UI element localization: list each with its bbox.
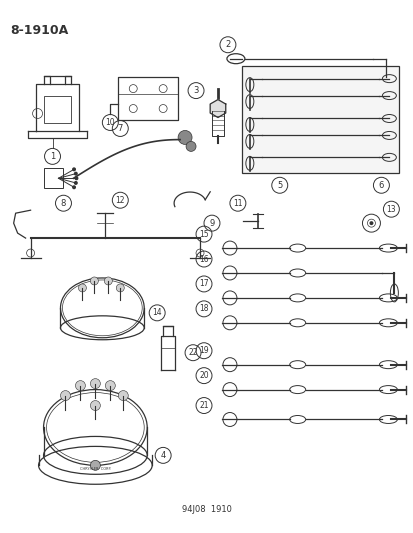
Text: 14: 14 [152, 309, 161, 317]
Circle shape [74, 181, 78, 185]
Circle shape [116, 284, 124, 292]
Text: 19: 19 [199, 346, 208, 355]
Circle shape [90, 461, 100, 470]
Text: 5: 5 [276, 181, 282, 190]
Bar [241, 66, 399, 173]
Polygon shape [210, 100, 225, 117]
Circle shape [90, 378, 100, 389]
Text: 2: 2 [225, 41, 230, 49]
Text: 13: 13 [386, 205, 395, 214]
Text: 17: 17 [199, 279, 208, 288]
Text: 22: 22 [188, 348, 197, 357]
Text: 9: 9 [209, 219, 214, 228]
Text: 3: 3 [193, 86, 198, 95]
Text: 7: 7 [117, 124, 123, 133]
Text: 8-1910A: 8-1910A [11, 24, 69, 37]
Circle shape [74, 172, 78, 176]
Text: 6: 6 [378, 181, 383, 190]
Text: 94J08  1910: 94J08 1910 [182, 505, 231, 514]
Text: 10: 10 [105, 118, 115, 127]
Circle shape [105, 381, 115, 391]
Text: 21: 21 [199, 401, 208, 410]
Circle shape [72, 185, 76, 189]
Circle shape [72, 167, 76, 171]
Text: CHRYSLER  CORP.: CHRYSLER CORP. [80, 467, 111, 471]
Text: 8: 8 [61, 199, 66, 208]
Bar [43, 95, 71, 124]
Circle shape [90, 400, 100, 410]
Circle shape [60, 391, 70, 400]
Text: 18: 18 [199, 304, 208, 313]
Bar [43, 168, 63, 188]
Text: 11: 11 [233, 199, 242, 208]
Circle shape [78, 284, 86, 292]
Text: 4: 4 [160, 451, 165, 460]
Text: 15: 15 [199, 230, 208, 239]
Circle shape [178, 131, 192, 144]
Text: 1: 1 [50, 152, 55, 161]
Circle shape [74, 176, 78, 180]
Circle shape [368, 221, 373, 225]
Circle shape [185, 141, 196, 151]
Circle shape [90, 277, 98, 285]
Circle shape [118, 391, 128, 400]
Text: 16: 16 [199, 255, 208, 263]
Text: 20: 20 [199, 371, 208, 380]
Circle shape [75, 381, 85, 391]
Text: 12: 12 [115, 196, 125, 205]
Circle shape [104, 277, 112, 285]
